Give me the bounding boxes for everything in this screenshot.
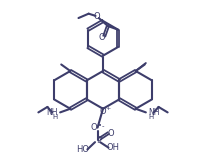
- Text: +: +: [105, 106, 110, 111]
- Text: O: O: [98, 33, 105, 42]
- Text: HO: HO: [77, 145, 90, 154]
- Text: NH: NH: [149, 108, 160, 117]
- Text: O: O: [91, 123, 98, 132]
- Text: O: O: [100, 107, 106, 116]
- Text: OH: OH: [106, 143, 119, 152]
- Text: H: H: [52, 114, 57, 120]
- Text: O: O: [94, 12, 100, 21]
- Text: P: P: [96, 136, 101, 145]
- Text: H: H: [149, 114, 154, 120]
- Text: O: O: [108, 129, 114, 138]
- Text: •-: •-: [98, 122, 104, 128]
- Text: NH: NH: [46, 108, 57, 117]
